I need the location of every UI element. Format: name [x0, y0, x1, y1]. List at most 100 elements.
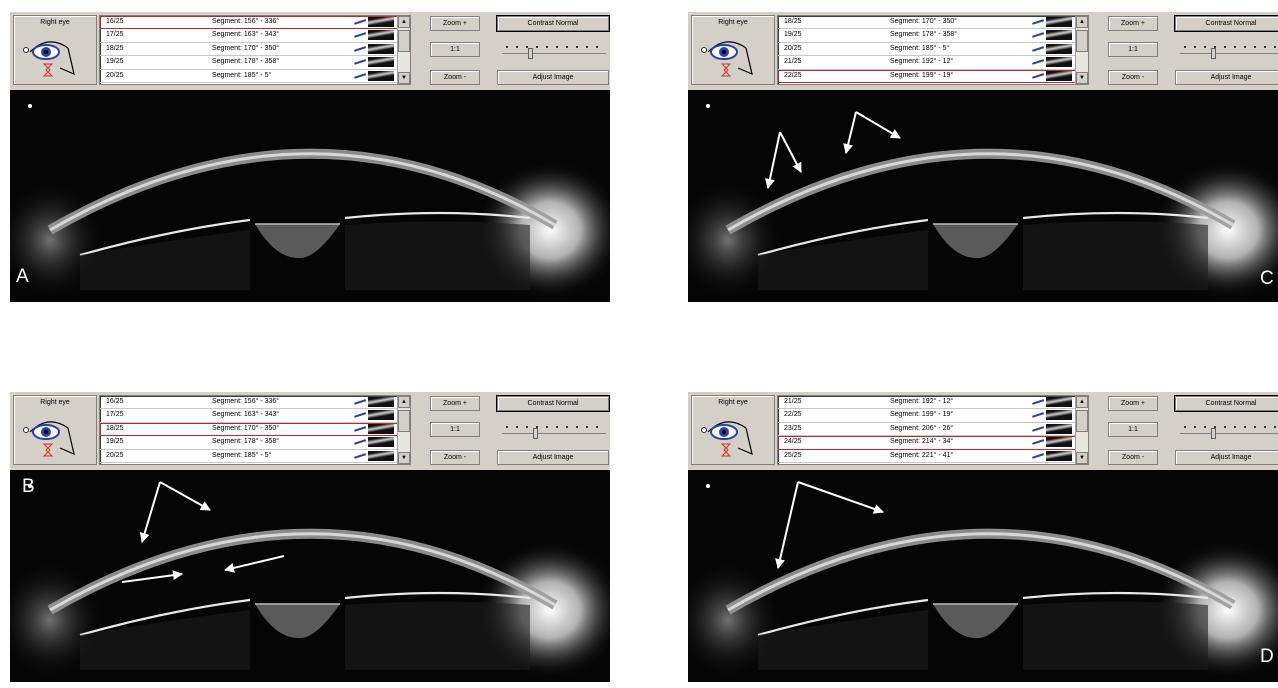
segment-row[interactable]: 20/25 Segment: 185° - 5° — [778, 43, 1088, 57]
zoom-out-button[interactable]: Zoom - — [430, 70, 480, 85]
segment-row[interactable]: 17/25 Segment: 163° - 343° — [100, 29, 410, 43]
segment-row[interactable]: 19/25 Segment: 178° - 358° — [100, 56, 410, 70]
segment-row[interactable]: 25/25 Segment: 221° - 41° — [778, 450, 1088, 463]
list-scrollbar[interactable]: ▲ ▼ — [397, 396, 410, 464]
segment-angle: Segment: 178° - 358° — [212, 438, 280, 446]
contrast-slider[interactable] — [502, 424, 606, 440]
actual-size-button[interactable]: 1:1 — [430, 422, 480, 437]
scroll-thumb[interactable] — [1076, 410, 1088, 432]
slit-direction-icon — [354, 453, 366, 458]
zoom-out-button[interactable]: Zoom - — [1108, 450, 1158, 465]
slider-thumb[interactable] — [528, 48, 533, 59]
panel-letter: A — [16, 266, 29, 287]
eye-selector[interactable]: Right eye — [691, 15, 775, 85]
segment-row[interactable]: 23/25 Segment: 206° - 26° — [778, 423, 1088, 437]
scroll-down-arrow-icon[interactable]: ▼ — [1076, 452, 1088, 464]
scheimpflug-panel-c: Right eye 18/25 Segment: 170° - 350° 19/25… — [688, 12, 1278, 302]
actual-size-button[interactable]: 1:1 — [430, 42, 480, 57]
slider-thumb[interactable] — [533, 428, 539, 439]
segment-thumbnail — [368, 450, 394, 461]
segment-list[interactable]: 18/25 Segment: 170° - 350° 19/25 Segment: 1… — [777, 15, 1089, 85]
panel-letter: D — [1260, 646, 1274, 667]
slit-direction-icon — [1032, 412, 1044, 417]
scroll-up-arrow-icon[interactable]: ▲ — [1076, 396, 1088, 408]
adjust-image-button[interactable]: Adjust Image — [1175, 70, 1278, 85]
zoom-out-button[interactable]: Zoom - — [430, 450, 480, 465]
contrast-button[interactable]: Contrast Normal — [1175, 396, 1278, 411]
segment-angle: Segment: 178° - 358° — [890, 31, 958, 39]
segment-row[interactable]: 22/25 Segment: 199° - 19° — [778, 70, 1088, 83]
segment-row[interactable]: 18/25 Segment: 170° - 350° — [100, 423, 410, 437]
slit-direction-icon — [354, 412, 366, 417]
zoom-out-button[interactable]: Zoom - — [1108, 70, 1158, 85]
segment-row[interactable]: 18/25 Segment: 170° - 350° — [100, 43, 410, 57]
segment-thumbnail — [1046, 423, 1072, 434]
segment-row[interactable]: 24/25 Segment: 214° - 34° — [778, 436, 1088, 450]
scroll-up-arrow-icon[interactable]: ▲ — [398, 396, 410, 408]
annotation-arrows — [775, 481, 884, 569]
zoom-in-button[interactable]: Zoom + — [1108, 396, 1158, 411]
segment-angle: Segment: 214° - 34° — [890, 438, 954, 446]
scroll-thumb[interactable] — [1076, 30, 1088, 52]
eye-selector[interactable]: Right eye — [691, 395, 775, 465]
eye-icon — [23, 41, 75, 77]
segment-row[interactable]: 17/25 Segment: 163° - 343° — [100, 409, 410, 423]
scroll-down-arrow-icon[interactable]: ▼ — [398, 72, 410, 84]
segment-row[interactable]: 19/25 Segment: 178° - 358° — [100, 436, 410, 450]
segment-list[interactable]: 16/25 Segment: 156° - 336° 17/25 Segment: 1… — [99, 395, 411, 465]
actual-size-button[interactable]: 1:1 — [1108, 422, 1158, 437]
segment-row[interactable]: 20/25 Segment: 185° - 5° — [100, 450, 410, 463]
segment-angle: Segment: 199° - 19° — [890, 411, 954, 419]
segment-row[interactable]: 21/25 Segment: 192° - 12° — [778, 56, 1088, 70]
scroll-down-arrow-icon[interactable]: ▼ — [1076, 72, 1088, 84]
contrast-button[interactable]: Contrast Normal — [497, 16, 609, 31]
scroll-down-arrow-icon[interactable]: ▼ — [398, 452, 410, 464]
list-scrollbar[interactable]: ▲ ▼ — [1075, 16, 1088, 84]
adjust-image-button[interactable]: Adjust Image — [497, 70, 609, 85]
annotation-arrow — [224, 555, 285, 573]
contrast-button[interactable]: Contrast Normal — [497, 396, 609, 411]
scroll-up-arrow-icon[interactable]: ▲ — [1076, 16, 1088, 28]
segment-angle: Segment: 192° - 12° — [890, 58, 954, 66]
actual-size-button[interactable]: 1:1 — [1108, 42, 1158, 57]
slider-thumb[interactable] — [1211, 428, 1217, 439]
segment-thumbnail — [368, 397, 394, 407]
scroll-thumb[interactable] — [398, 410, 410, 432]
segment-row[interactable]: 16/25 Segment: 156° - 336° — [100, 16, 410, 30]
segment-thumbnail — [1046, 17, 1072, 27]
list-scrollbar[interactable]: ▲ ▼ — [397, 16, 410, 84]
segment-row[interactable]: 21/25 Segment: 192° - 12° — [778, 396, 1088, 410]
segment-thumbnail — [368, 423, 394, 434]
eye-label: Right eye — [718, 399, 748, 406]
annotation-arrow — [855, 111, 901, 139]
contrast-slider[interactable] — [1180, 424, 1278, 440]
scroll-thumb[interactable] — [398, 30, 410, 52]
adjust-image-button[interactable]: Adjust Image — [1175, 450, 1278, 465]
segment-row[interactable]: 22/25 Segment: 199° - 19° — [778, 409, 1088, 423]
segment-list[interactable]: 16/25 Segment: 156° - 336° 17/25 Segment: 1… — [99, 15, 411, 85]
toolbar: Right eye 16/25 Segment: 156° - 336° 17/25… — [10, 12, 610, 88]
segment-list[interactable]: 21/25 Segment: 192° - 12° 22/25 Segment: 19… — [777, 395, 1089, 465]
scroll-up-arrow-icon[interactable]: ▲ — [398, 16, 410, 28]
contrast-button[interactable]: Contrast Normal — [1175, 16, 1278, 31]
zoom-in-button[interactable]: Zoom + — [430, 396, 480, 411]
segment-row[interactable]: 20/25 Segment: 185° - 5° — [100, 70, 410, 83]
contrast-slider[interactable] — [1180, 44, 1278, 60]
panel-letter: B — [22, 476, 35, 497]
eye-selector[interactable]: Right eye — [13, 395, 97, 465]
zoom-in-button[interactable]: Zoom + — [1108, 16, 1158, 31]
slider-thumb[interactable] — [1211, 48, 1217, 59]
list-scrollbar[interactable]: ▲ ▼ — [1075, 396, 1088, 464]
adjust-image-button[interactable]: Adjust Image — [497, 450, 609, 465]
zoom-in-button[interactable]: Zoom + — [430, 16, 480, 31]
annotation-arrow — [843, 111, 857, 154]
segment-row[interactable]: 16/25 Segment: 156° - 336° — [100, 396, 410, 410]
segment-thumbnail — [368, 70, 394, 81]
eye-selector[interactable]: Right eye — [13, 15, 97, 85]
segment-index: 24/25 — [784, 438, 802, 446]
slit-direction-icon — [354, 19, 366, 24]
segment-row[interactable]: 19/25 Segment: 178° - 358° — [778, 29, 1088, 43]
annotation-arrow — [779, 131, 802, 173]
segment-row[interactable]: 18/25 Segment: 170° - 350° — [778, 16, 1088, 30]
contrast-slider[interactable] — [502, 44, 606, 60]
